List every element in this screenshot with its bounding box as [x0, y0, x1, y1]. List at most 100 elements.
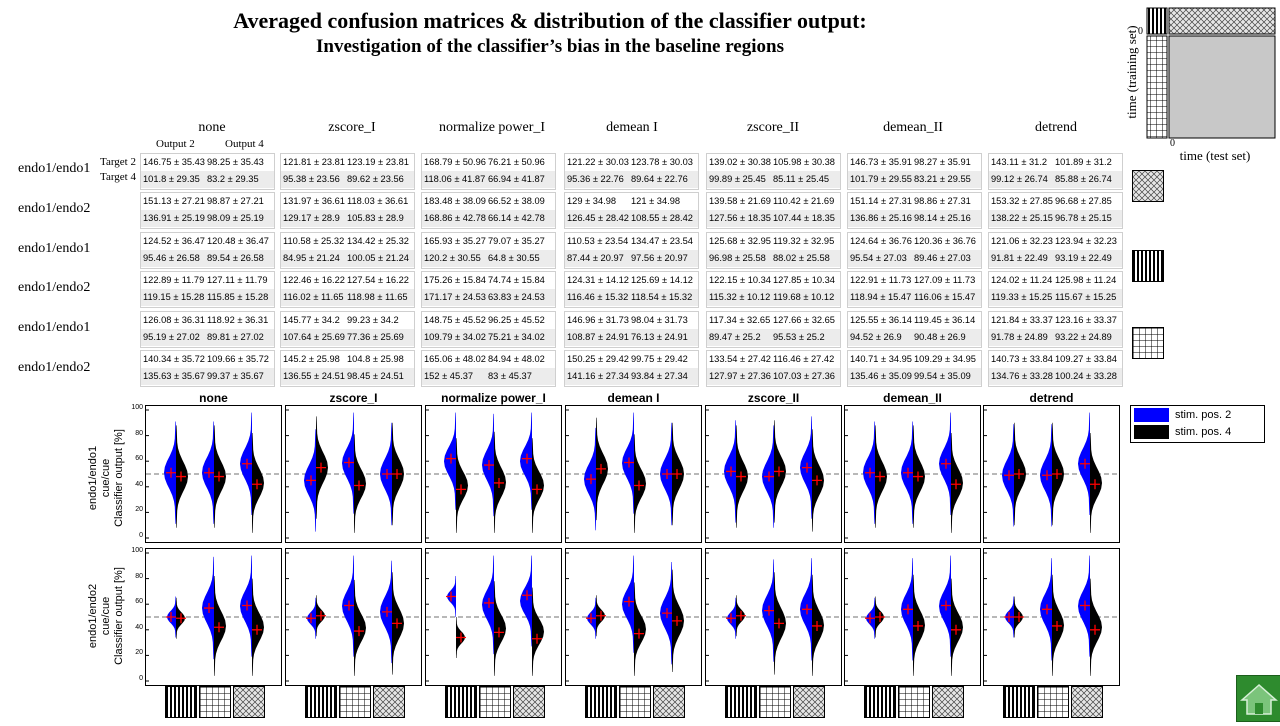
violin-panel — [565, 405, 702, 543]
matrix-row: 143.11 ± 31.2 101.89 ± 31.2 — [989, 154, 1122, 171]
matrix-row: 145.2 ± 25.98 104.8 ± 25.98 — [281, 351, 414, 368]
median-marker-stim2 — [446, 453, 456, 464]
y-tick-label: 40 — [135, 623, 143, 631]
panel-title-zscore-ii: zscore_II — [747, 391, 800, 405]
matrix-cell: 98.09 ± 25.19 — [207, 213, 264, 223]
median-marker-stim2 — [1004, 612, 1014, 622]
col-header-zscore-ii: zscore_II — [746, 120, 800, 135]
matrix-cell: 121.06 ± 32.23 — [991, 236, 1053, 246]
matrix-cell: 83.2 ± 29.35 — [207, 174, 259, 184]
grid-pattern-icon — [1037, 686, 1069, 718]
crosshatch-pattern-icon — [513, 686, 545, 718]
median-marker-stim4 — [214, 471, 224, 482]
matrix-cell: 97.56 ± 20.97 — [631, 253, 688, 263]
violin-panel-svg — [566, 409, 701, 539]
median-marker-stim2 — [204, 603, 214, 614]
matrix-cell: 89.62 ± 23.56 — [347, 174, 404, 184]
matrix-cell: 84.95 ± 21.24 — [283, 253, 340, 263]
matrix-cell: 89.46 ± 27.03 — [914, 253, 971, 263]
violin-panel-svg — [845, 409, 980, 539]
matrix-cell: 141.16 ± 27.34 — [567, 371, 629, 381]
matrix-cell: 117.34 ± 32.65 — [709, 315, 771, 325]
col-header-demean-i: demean I — [606, 120, 658, 135]
matrix-cell: 93.19 ± 22.49 — [1055, 253, 1112, 263]
matrix-cell: 127.56 ± 18.35 — [709, 213, 771, 223]
matrix-cell: 116.02 ± 11.65 — [283, 292, 344, 302]
confusion-matrix: 140.34 ± 35.72 109.66 ± 35.72 135.63 ± 35.… — [140, 350, 275, 387]
time-generalization-svg — [1146, 7, 1276, 139]
matrix-cell: 127.11 ± 11.79 — [207, 275, 268, 285]
violin-panel — [425, 405, 562, 543]
median-marker-stim4 — [875, 612, 885, 622]
matrix-cell: 121.84 ± 33.37 — [991, 315, 1053, 325]
median-marker-stim2 — [1042, 470, 1052, 481]
matrix-cell: 98.25 ± 35.43 — [207, 157, 264, 167]
matrix-cell: 122.46 ± 16.22 — [283, 275, 345, 285]
median-marker-stim2 — [624, 596, 634, 607]
y-tick-label: 0 — [139, 532, 143, 539]
median-marker-stim4 — [1014, 612, 1024, 622]
median-marker-stim4 — [1052, 469, 1062, 479]
median-marker-stim2 — [726, 613, 736, 624]
median-marker-stim2 — [242, 458, 252, 469]
median-marker-stim2 — [484, 460, 494, 471]
time-generalization-diagram — [1120, 4, 1278, 169]
median-marker-stim4 — [176, 613, 186, 624]
confusion-matrix: 121.81 ± 23.81 123.19 ± 23.81 95.38 ± 23.5… — [280, 153, 415, 190]
matrix-row: 108.87 ± 24.91 76.13 ± 24.91 — [565, 329, 698, 346]
matrix-cell: 127.54 ± 16.22 — [347, 275, 409, 285]
matrix-row-label: endo1/endo2 — [18, 360, 91, 375]
y-tick-label: 20 — [135, 506, 143, 514]
y-tick-label: 40 — [135, 480, 143, 488]
matrix-cell: 83 ± 45.37 — [488, 371, 532, 381]
matrix-cell: 101.89 ± 31.2 — [1055, 157, 1112, 167]
median-marker-stim2 — [382, 606, 392, 617]
violin-panel-svg — [286, 552, 421, 682]
matrix-row-label: endo1/endo1 — [18, 241, 91, 256]
matrix-cell: 66.52 ± 38.09 — [488, 196, 545, 206]
crosshatch-pattern-icon — [1071, 686, 1103, 718]
confusion-matrix: 124.31 ± 14.12 125.69 ± 14.12 116.46 ± 15.… — [564, 271, 699, 308]
matrix-row: 153.32 ± 27.85 96.68 ± 27.85 — [989, 193, 1122, 210]
matrix-row: 126.45 ± 28.42 108.55 ± 28.42 — [565, 210, 698, 227]
matrix-row: 133.54 ± 27.42 116.46 ± 27.42 — [707, 351, 840, 368]
matrix-row: 168.86 ± 42.78 66.14 ± 42.78 — [422, 210, 555, 227]
chart-legend: stim. pos. 2 stim. pos. 4 — [1130, 405, 1265, 443]
matrix-row: 146.96 ± 31.73 98.04 ± 31.73 — [565, 312, 698, 329]
matrix-cell: 125.68 ± 32.95 — [709, 236, 771, 246]
violin-panel-svg — [146, 552, 281, 682]
matrix-row: 122.89 ± 11.79 127.11 ± 11.79 — [141, 272, 274, 289]
median-marker-stim4 — [316, 610, 326, 621]
matrix-cell: 95.19 ± 27.02 — [143, 332, 200, 342]
confusion-matrix: 124.64 ± 36.76 120.36 ± 36.76 95.54 ± 27.0… — [847, 232, 982, 269]
median-marker-stim4 — [951, 479, 961, 490]
matrix-row: 175.26 ± 15.84 74.74 ± 15.84 — [422, 272, 555, 289]
median-marker-stim4 — [736, 471, 746, 482]
home-button[interactable] — [1236, 675, 1280, 722]
median-marker-stim4 — [532, 484, 542, 495]
matrix-row: 107.64 ± 25.69 77.36 ± 25.69 — [281, 329, 414, 346]
median-marker-stim2 — [662, 469, 672, 479]
matrix-row: 95.46 ± 26.58 89.54 ± 26.58 — [141, 250, 274, 267]
output-4-label: Output 4 — [225, 138, 264, 150]
matrix-cell: 99.37 ± 35.67 — [207, 371, 264, 381]
median-marker-stim2 — [166, 467, 176, 478]
confusion-matrix: 175.26 ± 15.84 74.74 ± 15.84 171.17 ± 24.5… — [421, 271, 556, 308]
matrix-cell: 126.45 ± 28.42 — [567, 213, 629, 223]
ylabel-line: Classifier output [%] — [113, 567, 125, 665]
vertical-stripes-pattern-icon — [864, 686, 896, 718]
matrix-row: 118.06 ± 41.87 66.94 ± 41.87 — [422, 171, 555, 188]
matrix-cell: 89.64 ± 22.76 — [631, 174, 688, 184]
train-grid-box — [1146, 35, 1168, 139]
violin-stim4 — [532, 587, 544, 676]
ylabel-line: endo1/endo2 — [87, 583, 99, 649]
median-marker-stim4 — [214, 622, 224, 633]
violin-stim2 — [622, 555, 634, 653]
matrix-cell: 119.45 ± 36.14 — [914, 315, 976, 325]
matrix-row: 151.13 ± 27.21 98.87 ± 27.21 — [141, 193, 274, 210]
matrix-row: 124.64 ± 36.76 120.36 ± 36.76 — [848, 233, 981, 250]
violin-stim4 — [1090, 578, 1102, 676]
confusion-matrix: 125.55 ± 36.14 119.45 ± 36.14 94.52 ± 26.9… — [847, 311, 982, 348]
diagram-y-tick: 0 — [1138, 26, 1143, 37]
matrix-row: 118.94 ± 15.47 116.06 ± 15.47 — [848, 289, 981, 306]
